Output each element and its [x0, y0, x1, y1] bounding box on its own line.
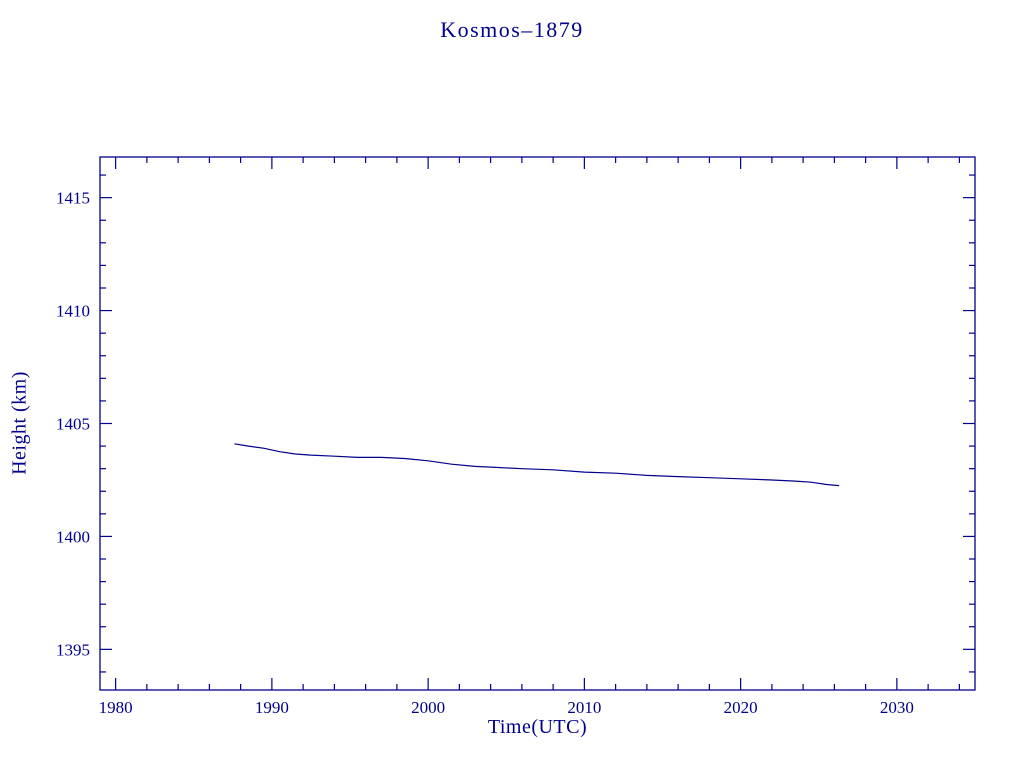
- x-tick-label: 1980: [99, 698, 133, 717]
- x-tick-label: 2000: [411, 698, 445, 717]
- y-axis-label: Height (km): [8, 371, 31, 475]
- x-tick-label: 2010: [567, 698, 601, 717]
- x-tick-label: 2030: [880, 698, 914, 717]
- x-axis-label: Time(UTC): [487, 716, 588, 738]
- chart-title: Kosmos–1879: [440, 17, 584, 42]
- y-tick-label: 1395: [56, 640, 90, 659]
- y-tick-label: 1400: [56, 527, 90, 546]
- axes-frame: [99, 156, 976, 691]
- x-tick-label: 2020: [724, 698, 758, 717]
- data-line: [234, 443, 840, 487]
- x-tick-label: 1990: [255, 698, 289, 717]
- y-tick-label: 1405: [56, 415, 90, 434]
- y-tick-label: 1410: [56, 302, 90, 321]
- y-tick-label: 1415: [56, 189, 90, 208]
